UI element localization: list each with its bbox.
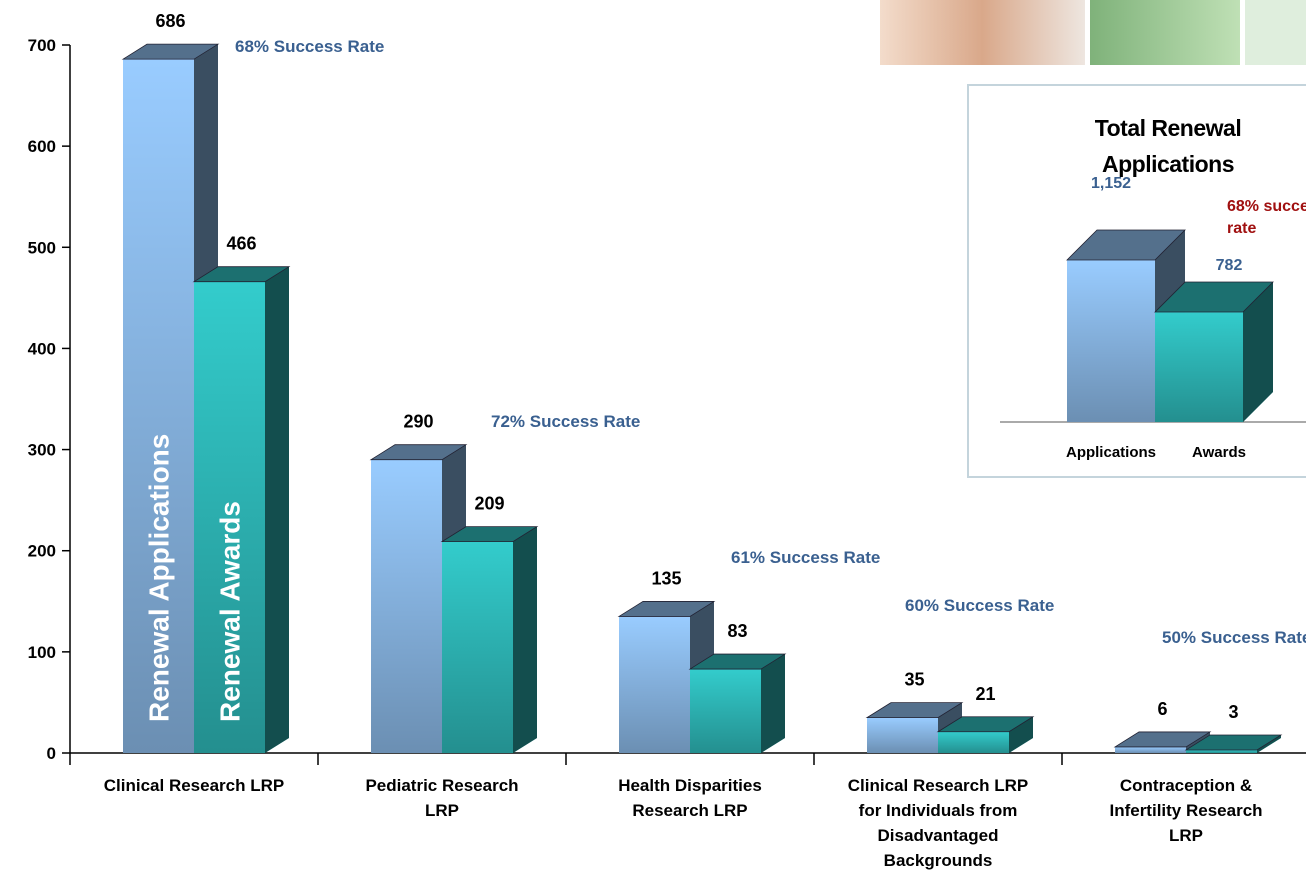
bar-front-shade	[938, 732, 1009, 753]
x-tick-label: Contraception & Infertility Research LRP	[1094, 773, 1279, 848]
value-label: 6	[1157, 699, 1167, 719]
header-photo	[880, 0, 1306, 65]
bar	[1155, 282, 1273, 422]
y-tick-label: 600	[28, 137, 56, 156]
y-tick-label: 400	[28, 339, 56, 358]
annotation: 72% Success Rate	[491, 410, 641, 434]
y-tick-label: 700	[28, 36, 56, 55]
bar-front-shade	[442, 542, 513, 753]
annotation: 68% success rate	[1227, 196, 1306, 240]
bar-front-shade	[1115, 747, 1186, 753]
x-tick-label: Clinical Research LRP	[102, 773, 287, 798]
bar-front-shade	[371, 460, 442, 753]
bar-side-shade	[761, 654, 785, 753]
x-tick-label: Pediatric Research LRP	[350, 773, 535, 823]
annotation: 60% Success Rate	[905, 594, 1055, 618]
bar	[690, 654, 785, 753]
legend-label: Renewal Applications	[144, 434, 175, 722]
bar-front-shade	[690, 669, 761, 753]
bar-front-shade	[1155, 312, 1243, 422]
inset-title: Total Renewal Applications	[1073, 110, 1263, 182]
y-tick-label: 500	[28, 238, 56, 257]
y-tick-label: 100	[28, 643, 56, 662]
value-label: 35	[904, 670, 924, 690]
bar-front-shade	[867, 718, 938, 753]
bar-side-shade	[265, 267, 289, 753]
page: 0 100 200 300 400 500 600 700 686 466 290 209 135 83 3…	[0, 0, 1306, 895]
value-label: 21	[975, 684, 995, 704]
value-label: 466	[226, 234, 256, 254]
bar-side-shade	[513, 527, 537, 753]
x-tick-label: Awards	[1192, 444, 1246, 461]
bar-front-shade	[1067, 260, 1155, 422]
value-label: 3	[1228, 702, 1238, 722]
annotation: 68% Success Rate	[235, 35, 385, 59]
y-tick-label: 0	[47, 744, 56, 763]
bar-front-shade	[1186, 750, 1257, 753]
bar	[442, 527, 537, 753]
bar-front-shade	[619, 616, 690, 753]
photo-panel	[880, 0, 1085, 65]
value-label: 686	[155, 11, 185, 31]
annotation: 61% Success Rate	[731, 546, 881, 570]
x-tick-label: Health Disparities Research LRP	[598, 773, 783, 823]
value-label: 83	[727, 621, 747, 641]
y-tick-label: 200	[28, 542, 56, 561]
legend-label: Renewal Awards	[215, 501, 246, 722]
x-tick-label: Clinical Research LRP for Individuals fr…	[846, 773, 1031, 873]
photo-panel	[1090, 0, 1240, 65]
annotation: 50% Success Rate	[1162, 626, 1306, 650]
y-tick-label: 300	[28, 441, 56, 460]
photo-panel	[1245, 0, 1306, 65]
x-tick-label: Applications	[1066, 444, 1156, 461]
value-label: 782	[1216, 257, 1243, 274]
value-label: 135	[651, 568, 681, 588]
value-label: 290	[403, 412, 433, 432]
value-label: 209	[474, 494, 504, 514]
